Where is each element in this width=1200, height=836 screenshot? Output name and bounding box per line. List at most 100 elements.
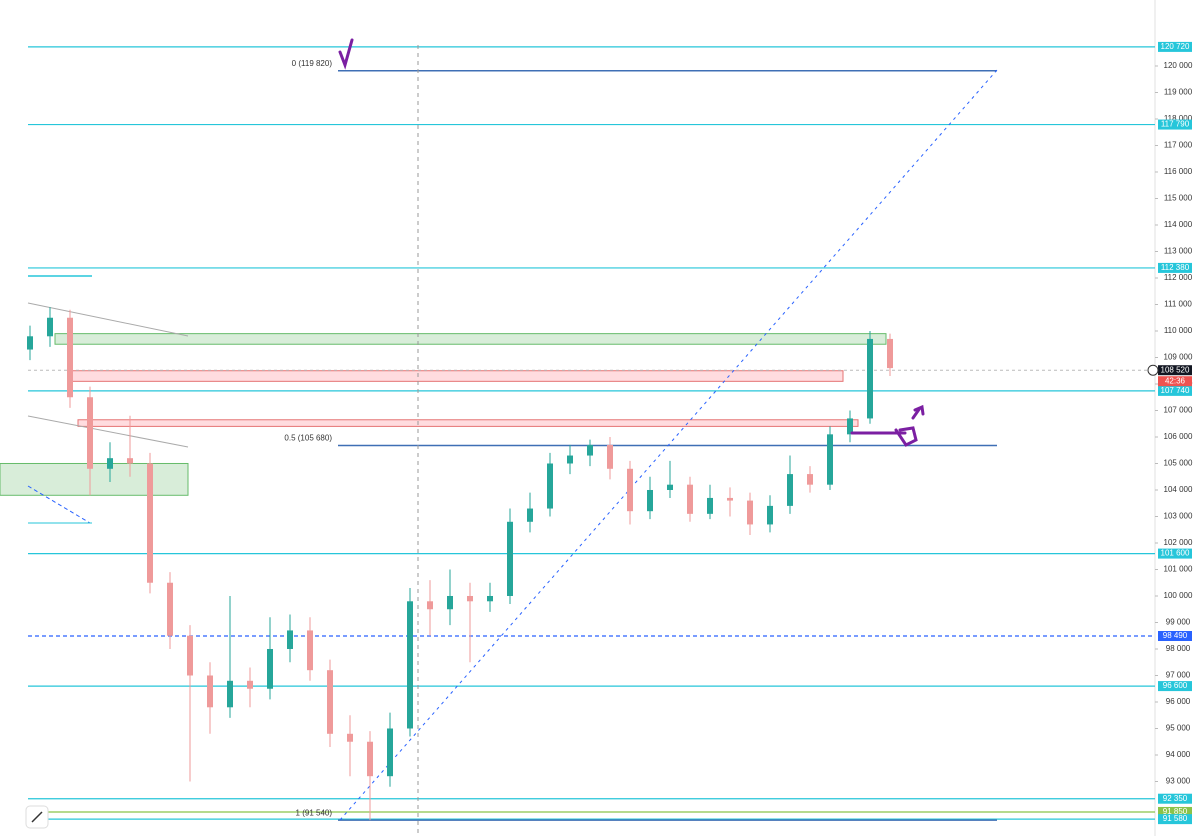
candle-body — [327, 670, 333, 734]
candle-body — [747, 500, 753, 525]
candle-body — [407, 601, 413, 729]
y-tick-label: 115 000 — [1164, 194, 1193, 203]
price-tag: 96 600 — [1158, 681, 1192, 692]
candle-body — [107, 458, 113, 469]
candle-body — [627, 468, 633, 512]
y-tick-label: 112 000 — [1164, 273, 1193, 282]
candle-body — [187, 635, 193, 676]
zone — [0, 462, 189, 496]
price-tag-label: 92 350 — [1163, 794, 1188, 803]
candle-body — [827, 434, 833, 485]
levels-layer: 0 (119 820) 0.5 (105 680) 1 (91 540) — [0, 46, 1155, 821]
hand-annotations — [338, 38, 925, 447]
price-tag-label: 96 600 — [1163, 681, 1188, 690]
crosshair-button — [1147, 364, 1159, 376]
y-tick-label: 101 000 — [1164, 565, 1193, 574]
y-tick-label: 105 000 — [1164, 459, 1193, 468]
candle-body — [647, 489, 653, 512]
y-tick-label: 95 000 — [1166, 724, 1191, 733]
candle-body — [787, 474, 793, 506]
candle-body — [347, 733, 353, 742]
zone — [71, 370, 844, 382]
candle-body — [487, 595, 493, 602]
trend-line — [27, 415, 189, 448]
candle-body — [507, 521, 513, 596]
candle-body — [87, 397, 93, 469]
candle-body — [367, 741, 373, 777]
candle-body — [427, 601, 433, 610]
y-tick-label: 114 000 — [1164, 220, 1193, 229]
countdown-bg — [1158, 376, 1192, 387]
candle-body — [27, 336, 33, 350]
price-tag-label: 91 580 — [1163, 814, 1188, 823]
candles-layer — [27, 307, 893, 821]
candle-body — [887, 338, 893, 369]
candle-body — [687, 484, 693, 514]
price-tag: 107 740 — [1158, 385, 1192, 396]
candle-body — [447, 595, 453, 610]
y-tick-label: 120 000 — [1164, 61, 1193, 70]
drawings-layer — [27, 45, 998, 836]
price-tag-bg — [1158, 806, 1192, 817]
candle-body — [167, 582, 173, 636]
price-tag-label: 91 850 — [1163, 807, 1188, 816]
y-tick-label: 118 000 — [1164, 114, 1193, 123]
candle-body — [707, 497, 713, 514]
candle-body — [467, 595, 473, 602]
candle-body — [587, 444, 593, 456]
arrow-annotation — [850, 426, 918, 447]
price-tag-bg — [1158, 119, 1192, 130]
price-tag: 120 720 — [1158, 41, 1192, 52]
y-tick-label: 113 000 — [1164, 247, 1193, 256]
candle-body — [767, 505, 773, 525]
price-tag-bg — [1158, 631, 1192, 642]
price-tag-bg — [1158, 548, 1192, 559]
trend-line — [27, 485, 91, 524]
price-tag: 101 600 — [1158, 548, 1192, 559]
y-tick-label: 96 000 — [1166, 697, 1191, 706]
candle-body — [127, 458, 133, 464]
candle-body — [527, 508, 533, 522]
zone — [77, 419, 859, 427]
price-tag: 98 490 — [1158, 631, 1192, 642]
price-tag-label: 117 790 — [1161, 120, 1190, 129]
y-tick-label: 102 000 — [1164, 538, 1193, 547]
y-tick-label: 106 000 — [1164, 432, 1193, 441]
price-tag-label: 120 720 — [1161, 42, 1190, 51]
candle-body — [47, 317, 53, 337]
candle-body — [847, 418, 853, 435]
price-tag: 112 380 — [1158, 262, 1192, 273]
y-tick-label: 100 000 — [1164, 591, 1193, 600]
candle-body — [387, 728, 393, 777]
y-tick-label: 99 000 — [1166, 618, 1191, 627]
candle-body — [147, 463, 153, 583]
fib-trend-line — [339, 69, 998, 821]
check-mark — [338, 38, 354, 70]
price-tag-label: 107 740 — [1161, 386, 1190, 395]
price-tag-bg — [1158, 262, 1192, 273]
current-price-tag: 108 520 42:36 — [1158, 365, 1192, 387]
price-tag-bg — [1158, 365, 1192, 376]
price-tag-bg — [1158, 793, 1192, 804]
y-tick-label: 110 000 — [1164, 326, 1193, 335]
candle-body — [547, 463, 553, 509]
candle-body — [67, 317, 73, 398]
price-axis: 93 000 94 000 95 000 96 000 97 000 98 000 99 0… — [1147, 41, 1193, 825]
price-tag-label: 98 490 — [1163, 631, 1188, 640]
y-tick-label: 117 000 — [1164, 141, 1193, 150]
zone — [54, 333, 887, 345]
candle-body — [667, 484, 673, 490]
price-tag: 92 350 — [1158, 793, 1192, 804]
y-tick-label: 93 000 — [1166, 777, 1191, 786]
tool-icon[interactable] — [25, 805, 49, 829]
current-price-label: 108 520 — [1161, 365, 1190, 374]
y-tick-label: 98 000 — [1166, 644, 1191, 653]
candle-body — [567, 455, 573, 464]
candle-body — [807, 474, 813, 485]
y-tick-label: 109 000 — [1164, 353, 1193, 362]
fib-label: 0.5 (105 680) — [284, 434, 332, 443]
y-tick-label: 97 000 — [1166, 671, 1191, 680]
candle-body — [267, 648, 273, 689]
price-tag-bg — [1158, 385, 1192, 396]
